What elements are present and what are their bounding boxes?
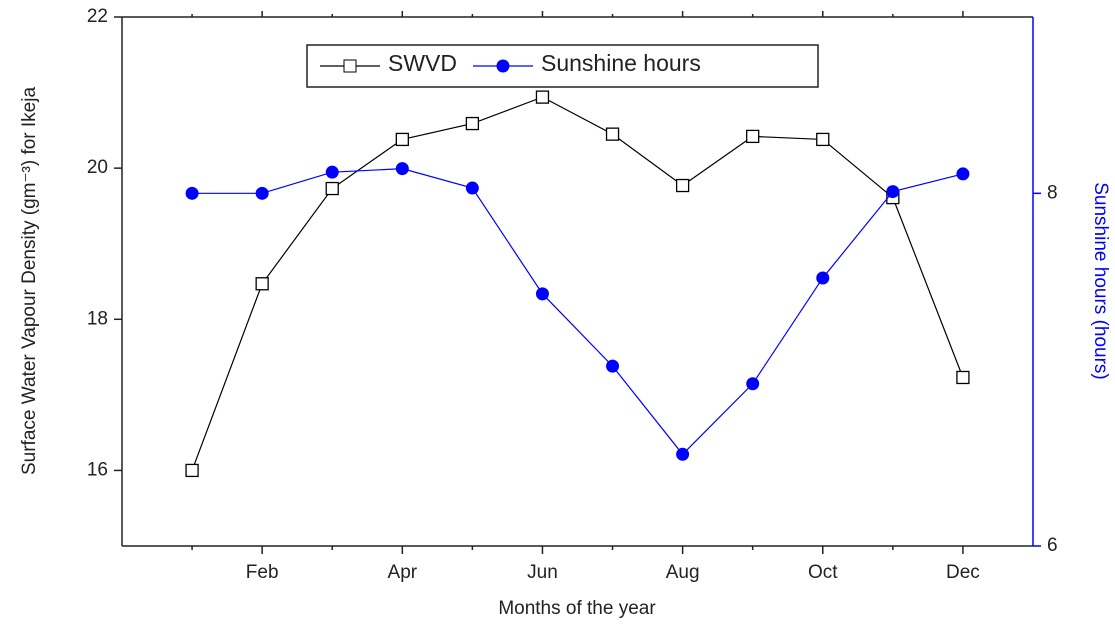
y2-axis-label: Sunshine hours (hours)	[1090, 182, 1111, 380]
legend-marker	[343, 59, 357, 73]
marker	[185, 463, 199, 478]
series-line	[192, 168, 964, 456]
marker	[606, 359, 620, 373]
marker	[185, 186, 199, 200]
y-tick-label: 18	[87, 308, 108, 329]
legend: SWVD Sunshine hours	[306, 44, 819, 88]
marker	[816, 271, 830, 285]
x-tick-label: Dec	[946, 562, 980, 583]
x-tick-label: Apr	[388, 562, 418, 583]
marker	[956, 167, 970, 181]
marker	[395, 162, 409, 176]
legend-label: Sunshine hours	[541, 50, 701, 76]
marker	[255, 277, 269, 291]
y2-tick-label: 6	[1047, 535, 1058, 556]
marker	[605, 127, 620, 141]
marker	[535, 287, 549, 301]
y-axis-label: Surface Water Vapour Density (gm⁻³) for …	[19, 87, 40, 475]
series-line	[191, 96, 964, 471]
marker	[255, 186, 269, 200]
x-tick-label: Jun	[527, 562, 558, 583]
y-tick-label: 22	[87, 6, 108, 27]
marker	[816, 132, 830, 147]
marker	[465, 116, 480, 131]
marker	[395, 132, 409, 147]
y-tick-label: 20	[87, 157, 108, 178]
marker	[746, 129, 760, 144]
y2-tick-label: 8	[1047, 182, 1058, 203]
marker	[956, 370, 970, 385]
legend-box	[306, 44, 819, 88]
marker	[746, 377, 760, 391]
marker	[325, 181, 339, 196]
y-tick-label: 16	[87, 459, 108, 480]
marker	[675, 178, 690, 193]
marker	[325, 165, 339, 179]
legend-marker	[496, 59, 510, 73]
marker	[465, 181, 479, 195]
marker	[676, 447, 690, 461]
marker	[886, 185, 900, 199]
marker	[535, 90, 550, 104]
x-tick-label: Aug	[666, 562, 700, 583]
x-axis-label: Months of the year	[498, 598, 656, 619]
legend-label: SWVD	[388, 50, 457, 76]
x-tick-label: Oct	[808, 562, 838, 583]
x-tick-label: Feb	[246, 562, 279, 583]
